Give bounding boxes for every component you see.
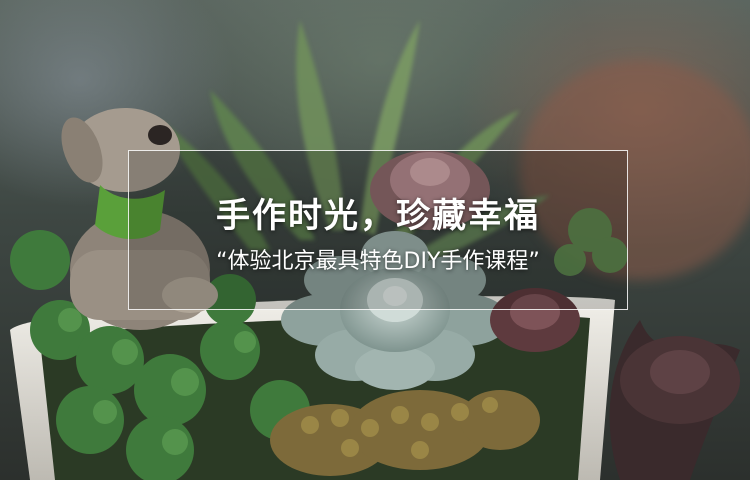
purple-succulent-small [490,288,580,352]
dark-succulent-right [609,320,740,480]
headline-text: 手作时光，珍藏幸福 [216,196,540,236]
headline-frame [128,150,628,310]
green-sprig-right [554,208,628,276]
echeveria-rosette [281,231,509,390]
pink-rosette [370,150,490,230]
subline-text: “体验北京最具特色DIY手作课程” [216,249,540,274]
dog-figurine [61,108,218,330]
